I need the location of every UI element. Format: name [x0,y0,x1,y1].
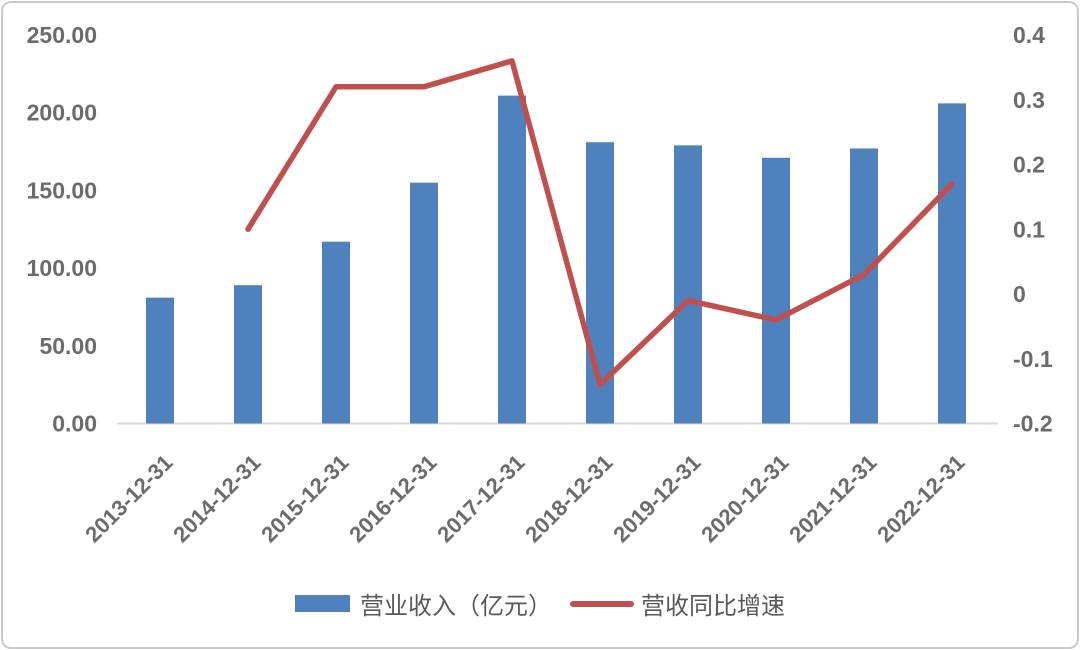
x-axis-tick-label: 2019-12-31 [608,450,705,547]
legend-label-growth: 营收同比增速 [641,593,785,620]
right-axis-tick-label: 0.1 [1013,216,1045,242]
left-axis-tick-label: 50.00 [39,333,97,359]
revenue-bar [410,182,438,424]
right-axis-tick-label: 0.4 [1013,22,1045,48]
left-axis-tick-label: 0.00 [52,411,97,437]
left-axis-tick-label: 150.00 [27,177,97,203]
right-axis-tick-label: -0.1 [1013,346,1053,372]
revenue-bar [498,95,526,424]
legend: 营业收入（亿元） 营收同比增速 [0,586,1080,621]
right-axis-tick-label: 0.3 [1013,87,1045,113]
legend-item-growth: 营收同比增速 [570,586,785,621]
bar-swatch-icon [295,595,350,612]
x-axis-tick-label: 2016-12-31 [344,450,441,547]
left-axis-tick-label: 250.00 [27,22,97,48]
left-axis-tick-label: 200.00 [27,100,97,126]
revenue-bar [938,103,966,424]
x-axis-tick-label: 2020-12-31 [696,450,793,547]
x-axis-tick-label: 2018-12-31 [520,450,617,547]
revenue-bar [762,157,790,424]
x-axis-tick-label: 2021-12-31 [784,450,881,547]
x-axis-tick-label: 2017-12-31 [432,450,529,547]
right-axis-tick-label: 0 [1013,281,1026,307]
legend-label-revenue: 营业收入（亿元） [360,593,552,620]
left-axis-tick-label: 100.00 [27,255,97,281]
x-axis-tick-label: 2022-12-31 [872,450,969,547]
x-axis-tick-label: 2013-12-31 [80,450,177,547]
revenue-bar [322,241,350,424]
revenue-bar [146,297,174,424]
right-axis-tick-label: -0.2 [1013,411,1053,437]
revenue-bar [850,148,878,424]
right-axis-tick-label: 0.2 [1013,152,1045,178]
revenue-bar [234,285,262,424]
growth-line [245,58,955,388]
legend-item-revenue: 营业收入（亿元） [295,586,552,621]
x-axis-tick-label: 2015-12-31 [256,450,353,547]
line-swatch-icon [570,600,634,607]
revenue-bar [674,145,702,424]
x-axis-tick-label: 2014-12-31 [168,450,265,547]
